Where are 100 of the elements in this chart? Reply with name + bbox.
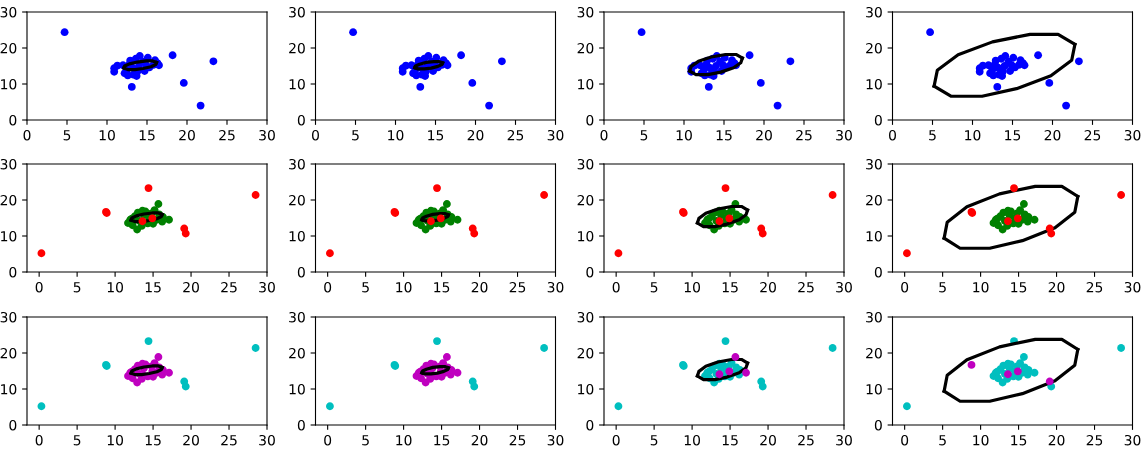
x-tick-label: 5 — [640, 130, 648, 141]
y-tick-label: 0 — [9, 419, 17, 431]
y-tick-label: 20 — [577, 194, 594, 206]
y-tick-label: 30 — [289, 311, 305, 323]
x-tick-label: 30 — [836, 129, 852, 141]
y-tick-label: 10 — [866, 78, 882, 90]
x-tick-label: 20 — [183, 434, 199, 446]
x-tick-label: 10 — [396, 434, 412, 446]
x-tick-label: 15 — [145, 282, 161, 293]
x-tick-label: 25 — [221, 434, 237, 446]
x-tick-label: 15 — [428, 130, 444, 141]
x-tick-label: 25 — [509, 281, 526, 293]
x-tick-label: 20 — [467, 129, 484, 141]
y-tick-label: 30 — [577, 311, 594, 323]
y-tick-label: 0 — [9, 266, 17, 278]
x-tick-label: 30 — [547, 281, 564, 293]
x-tick-label: 20 — [760, 281, 776, 293]
x-tick-label: 15 — [145, 435, 161, 446]
x-tick-label: 5 — [650, 282, 658, 293]
x-tick-label: 30 — [836, 281, 852, 293]
y-tick-label: 0 — [874, 114, 882, 126]
y-tick-label: 30 — [866, 6, 882, 18]
y-tick-label: 0 — [297, 114, 305, 126]
x-tick-label: 30 — [259, 129, 275, 141]
y-tick-label: 0 — [297, 419, 305, 431]
y-tick-label: 10 — [866, 383, 882, 395]
y-tick-label: 20 — [0, 194, 17, 206]
y-tick-label: 30 — [866, 311, 882, 323]
x-tick-label: 5 — [939, 282, 946, 293]
y-tick-label: 20 — [0, 347, 17, 359]
y-tick-label: 20 — [289, 347, 305, 359]
x-tick-label: 20 — [760, 434, 776, 446]
x-tick-label: 10 — [973, 281, 989, 293]
y-tick-label: 10 — [578, 230, 594, 242]
y-tick-label: 20 — [0, 42, 17, 54]
x-tick-label: 10 — [676, 129, 692, 141]
x-tick-label: 10 — [107, 281, 124, 293]
x-tick-label: 30 — [259, 434, 275, 446]
y-tick-label: 30 — [0, 6, 17, 18]
x-tick-label: 30 — [547, 129, 564, 141]
x-tick-label: 30 — [1124, 281, 1141, 293]
x-tick-label: 10 — [99, 129, 115, 141]
x-tick-label: 30 — [836, 434, 852, 446]
x-tick-label: 5 — [73, 435, 81, 446]
y-tick-label: 20 — [866, 347, 882, 359]
y-tick-label: 30 — [866, 158, 882, 170]
x-tick-label: 0 — [889, 129, 896, 141]
x-tick-label: 20 — [471, 281, 488, 293]
x-tick-label: 25 — [221, 281, 237, 293]
y-tick-label: 10 — [1, 78, 17, 90]
y-tick-label: 30 — [577, 6, 594, 18]
y-tick-label: 10 — [289, 230, 305, 242]
y-tick-label: 20 — [577, 42, 594, 54]
x-tick-label: 15 — [722, 282, 738, 293]
y-tick-label: 20 — [577, 347, 594, 359]
y-tick-label: 10 — [866, 230, 882, 242]
x-tick-label: 20 — [1044, 129, 1061, 141]
x-tick-label: 0 — [312, 129, 319, 141]
x-tick-label: 25 — [1084, 129, 1101, 141]
x-tick-label: 0 — [612, 434, 620, 446]
x-tick-label: 30 — [1124, 129, 1141, 141]
x-tick-label: 5 — [352, 130, 359, 141]
y-tick-label: 20 — [289, 42, 305, 54]
y-tick-label: 30 — [0, 158, 17, 170]
y-tick-label: 30 — [289, 6, 305, 18]
x-tick-label: 15 — [1005, 130, 1021, 141]
y-tick-label: 30 — [577, 158, 594, 170]
x-tick-label: 15 — [722, 435, 738, 446]
x-tick-label: 0 — [324, 434, 332, 446]
y-tick-label: 20 — [866, 42, 882, 54]
x-tick-label: 15 — [139, 130, 155, 141]
x-tick-label: 0 — [324, 281, 332, 293]
x-tick-label: 25 — [796, 129, 812, 141]
x-tick-label: 20 — [183, 281, 199, 293]
x-tick-label: 15 — [1011, 435, 1027, 446]
x-tick-label: 15 — [1011, 282, 1027, 293]
y-tick-label: 30 — [0, 311, 17, 323]
x-tick-label: 30 — [547, 434, 564, 446]
x-tick-label: 20 — [1048, 281, 1065, 293]
x-tick-label: 25 — [1086, 434, 1103, 446]
x-tick-label: 25 — [798, 281, 814, 293]
x-tick-label: 25 — [798, 434, 814, 446]
y-tick-label: 10 — [289, 78, 305, 90]
x-tick-label: 20 — [1048, 434, 1065, 446]
x-tick-label: 25 — [1086, 281, 1103, 293]
x-tick-label: 20 — [179, 129, 195, 141]
y-tick-label: 0 — [586, 419, 594, 431]
y-tick-label: 0 — [586, 114, 594, 126]
x-tick-label: 10 — [684, 281, 701, 293]
x-tick-label: 15 — [434, 282, 450, 293]
x-tick-label: 10 — [107, 434, 124, 446]
x-tick-label: 5 — [929, 130, 936, 141]
y-tick-label: 10 — [289, 383, 305, 395]
y-tick-label: 10 — [1, 383, 17, 395]
x-tick-label: 10 — [965, 129, 981, 141]
y-tick-label: 10 — [1, 230, 17, 242]
x-tick-label: 15 — [434, 435, 450, 446]
x-tick-label: 25 — [509, 434, 526, 446]
x-tick-label: 10 — [684, 434, 701, 446]
x-tick-label: 5 — [73, 282, 81, 293]
